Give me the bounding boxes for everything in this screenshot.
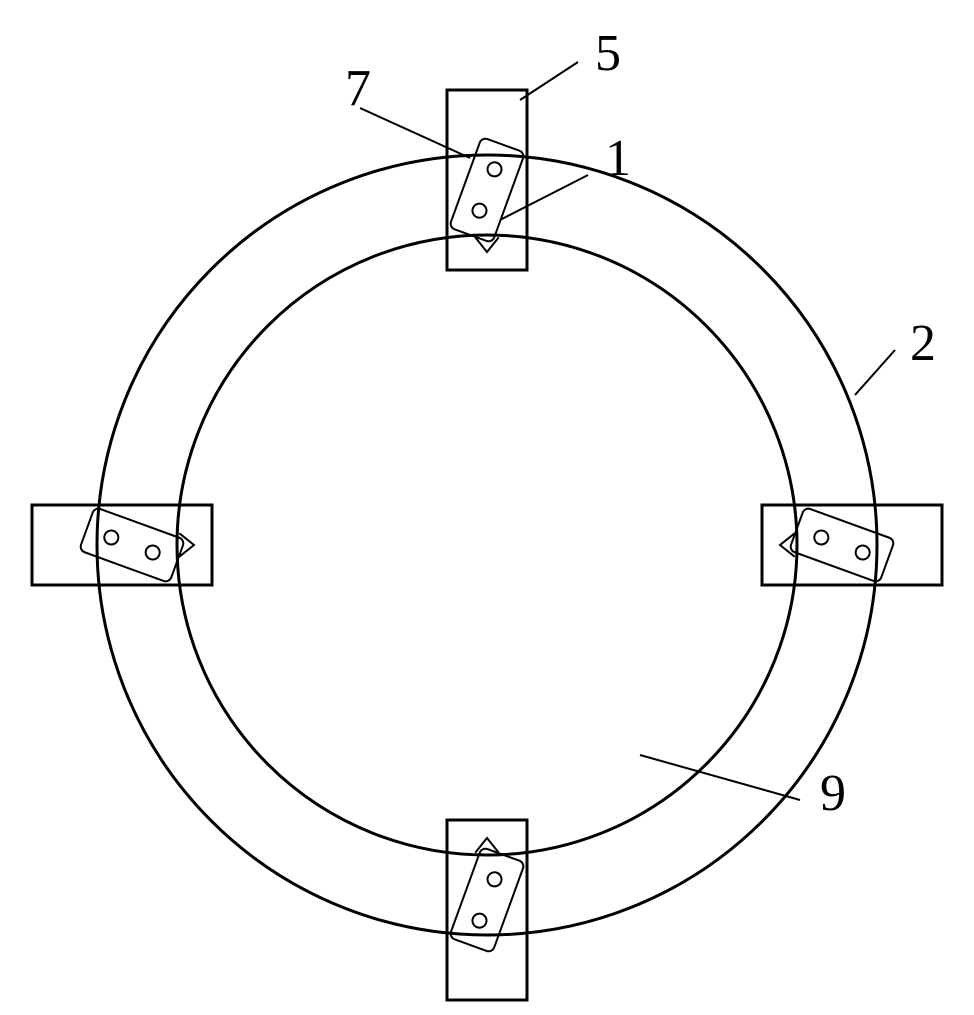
background (0, 0, 974, 1015)
label-1: 1 (605, 130, 631, 187)
label-2: 2 (910, 315, 936, 372)
label-7: 7 (345, 60, 371, 117)
label-9: 9 (820, 765, 846, 822)
label-5: 5 (595, 25, 621, 82)
